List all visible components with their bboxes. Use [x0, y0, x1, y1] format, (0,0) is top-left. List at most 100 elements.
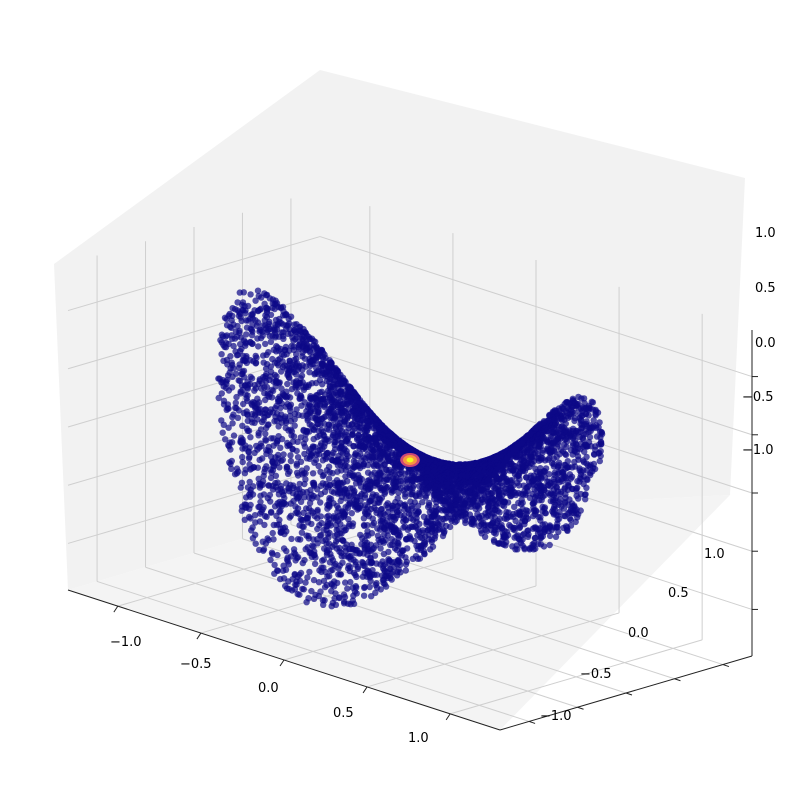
- scatter-point: [320, 601, 327, 608]
- scatter-point: [284, 470, 292, 477]
- scatter-point: [329, 433, 336, 441]
- pane-back: [320, 70, 745, 516]
- scatter-point: [251, 449, 258, 457]
- scatter-point: [369, 521, 376, 529]
- scatter-point: [248, 375, 256, 382]
- scatter-point: [566, 515, 573, 522]
- scatter-point: [330, 416, 337, 424]
- scatter-point: [252, 297, 259, 304]
- scatter-point: [317, 421, 324, 428]
- scatter-point: [254, 464, 261, 471]
- scatter-point: [282, 501, 290, 508]
- scatter-point: [314, 525, 321, 533]
- scatter-point: [542, 465, 550, 472]
- scatter-point: [404, 545, 411, 552]
- scatter-point: [296, 591, 303, 598]
- scatter-point: [223, 315, 230, 323]
- scatter-point: [284, 442, 291, 450]
- scatter-point: [329, 470, 336, 477]
- scatter-point: [245, 448, 252, 456]
- scatter-point: [575, 393, 582, 401]
- scatter-point: [228, 465, 235, 472]
- scatter-point: [261, 521, 268, 529]
- scatter-point: [328, 451, 336, 458]
- scatter-point: [276, 464, 283, 471]
- scatter-point: [247, 515, 254, 522]
- scatter-point: [283, 394, 290, 401]
- scatter-point: [480, 519, 487, 526]
- scatter-point: [590, 460, 598, 468]
- scatter-point: [590, 417, 597, 424]
- scatter-point: [257, 498, 264, 506]
- scatter-point: [335, 594, 343, 602]
- scatter-point: [356, 505, 364, 512]
- scatter-point: [564, 458, 571, 465]
- scatter-point: [232, 399, 239, 407]
- scatter-point: [337, 571, 345, 578]
- scatter-point: [230, 342, 237, 350]
- scatter-point: [252, 360, 259, 367]
- y-tick-mark: [722, 664, 730, 668]
- scatter-point: [503, 539, 510, 546]
- scatter-point: [297, 498, 305, 505]
- scatter-point: [377, 586, 384, 593]
- scatter-point: [361, 583, 368, 591]
- scatter-point: [306, 369, 313, 376]
- scatter-point: [263, 424, 270, 432]
- scatter-point: [504, 499, 512, 506]
- scatter-point: [257, 510, 264, 517]
- scatter-point: [291, 422, 298, 429]
- scatter-point: [376, 499, 383, 506]
- scatter-point: [270, 536, 277, 543]
- scatter-point: [319, 381, 326, 388]
- scatter-point: [414, 502, 422, 509]
- scatter-point: [309, 470, 317, 477]
- scatter-point: [235, 407, 242, 414]
- scatter-point: [242, 310, 249, 317]
- scatter-point: [372, 589, 379, 596]
- scatter-point: [301, 355, 309, 362]
- scatter-point: [577, 507, 584, 514]
- grid-line: [450, 639, 703, 715]
- scatter-point: [329, 566, 336, 574]
- scatter-point: [239, 458, 246, 466]
- scatter-point: [241, 470, 249, 477]
- scatter-point: [342, 495, 349, 502]
- scatter-point: [230, 432, 238, 439]
- scatter-point: [369, 546, 376, 553]
- scatter-point: [503, 528, 511, 536]
- scatter-point: [249, 340, 256, 348]
- scatter-point: [588, 398, 595, 405]
- scatter-point: [278, 385, 285, 392]
- scatter-point: [221, 343, 228, 351]
- scatter-point: [360, 592, 368, 599]
- x-tick-mark: [362, 686, 368, 694]
- scatter-point: [395, 489, 402, 496]
- scatter-point: [377, 464, 385, 471]
- scatter-point: [466, 511, 474, 518]
- scatter-point: [301, 480, 308, 488]
- scatter-point: [546, 541, 553, 549]
- scatter-point: [310, 576, 318, 584]
- scatter-point: [229, 420, 236, 427]
- scatter-point: [299, 559, 306, 567]
- scatter-point: [245, 427, 253, 435]
- grid-line: [319, 236, 753, 378]
- scatter-point: [402, 493, 409, 500]
- scatter-point: [291, 586, 299, 593]
- scatter-point: [295, 510, 302, 518]
- scatter-point: [388, 576, 395, 583]
- scatter-point: [385, 476, 392, 483]
- scatter-point: [315, 579, 323, 586]
- scatter-point: [296, 480, 303, 488]
- scatter-point: [422, 494, 429, 501]
- scatter-point: [356, 464, 364, 472]
- scatter-point: [296, 395, 303, 403]
- scatter-point: [593, 433, 601, 440]
- scatter-point: [416, 555, 424, 562]
- scatter-point: [263, 450, 270, 458]
- scatter-point: [247, 466, 254, 473]
- scatter-point: [368, 471, 375, 478]
- scatter-point: [271, 418, 278, 425]
